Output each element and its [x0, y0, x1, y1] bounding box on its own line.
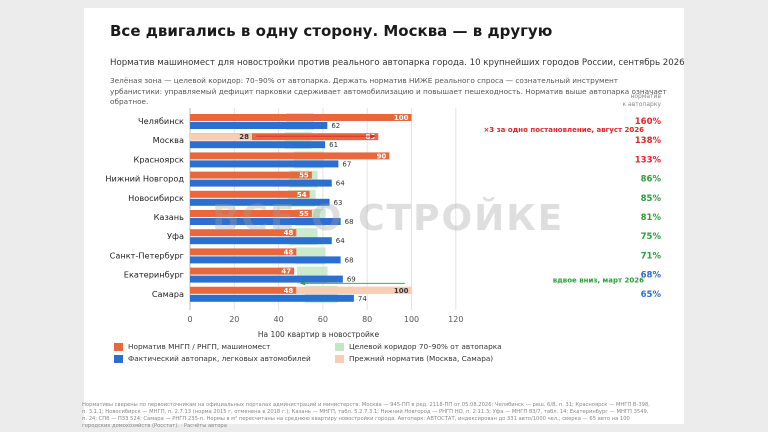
- moscow-arrow-head: [370, 134, 377, 139]
- ratio-label: 75%: [641, 232, 662, 242]
- norm-value-label: 54: [297, 191, 307, 199]
- x-tick-label: 40: [274, 315, 284, 324]
- norm-bar: [190, 152, 390, 160]
- ratio-label: 133%: [635, 155, 662, 165]
- norm-value-label: 55: [299, 172, 309, 180]
- legend-corridor: Целевой коридор 70–90% от автопарка: [335, 342, 502, 351]
- ratio-label: 138%: [635, 136, 662, 146]
- fleet-value-label: 63: [334, 199, 343, 207]
- norm-value-label: 85: [366, 133, 376, 141]
- fleet-value-label: 74: [358, 295, 367, 303]
- legend-norm: Норматив МНГП / РНГП, машиномест: [114, 342, 270, 351]
- norm-value-label: 48: [284, 229, 294, 237]
- category-label: Екатеринбург: [124, 270, 184, 280]
- chart-card: Все двигались в одну сторону. Москва — в…: [82, 8, 685, 429]
- old-norm-bar-overlay: [190, 133, 253, 141]
- category-label: Новосибирск: [128, 193, 184, 203]
- chart-title: Все двигались в одну сторону. Москва — в…: [110, 22, 553, 40]
- norm-bar: [190, 248, 297, 256]
- samara-annotation: вдвое вниз, март 2026: [553, 276, 644, 284]
- category-label: Челябинск: [138, 116, 184, 126]
- category-label: Санкт-Петербург: [110, 250, 184, 260]
- category-label: Москва: [153, 135, 184, 145]
- norm-value-label: 48: [284, 248, 294, 256]
- ratio-header-line1: норматив: [630, 93, 661, 100]
- footer-sources: Нормативы сверены по первоисточникам на …: [82, 402, 650, 429]
- fleet-bar: [190, 218, 341, 225]
- fleet-value-label: 64: [336, 180, 345, 188]
- legend-corridor-swatch: [335, 342, 344, 351]
- x-tick-label: 80: [362, 315, 372, 324]
- chart-subtitle: Норматив машиномест для новостройки прот…: [110, 58, 685, 68]
- x-tick-label: 120: [448, 315, 463, 324]
- fleet-bar: [190, 122, 328, 129]
- old-norm-bar-extension: [296, 286, 412, 294]
- category-label: Нижний Новгород: [105, 174, 184, 184]
- legend-old-norm: Прежний норматив (Москва, Самара): [335, 354, 493, 363]
- ratio-label: 160%: [635, 117, 662, 127]
- legend-fleet-swatch: [114, 354, 123, 363]
- norm-value-label: 90: [377, 152, 387, 160]
- fleet-bar: [190, 141, 326, 149]
- samara-arrow-head: [299, 281, 306, 286]
- watermark: ВСЕ О СТРОЙКЕ: [212, 198, 565, 239]
- fleet-bar: [190, 256, 341, 264]
- norm-bar: [190, 210, 312, 217]
- legend-norm-swatch: [114, 342, 123, 351]
- norm-bar: [190, 267, 295, 275]
- norm-bar: [190, 171, 312, 179]
- fleet-value-label: 64: [336, 237, 345, 245]
- fleet-bar: [190, 237, 332, 245]
- x-axis-label: На 100 квартир в новостройке: [258, 330, 380, 339]
- norm-value-label: 100: [394, 114, 409, 122]
- fleet-bar: [190, 160, 339, 168]
- moscow-annotation: ×3 за одно постановление, август 2026: [483, 126, 644, 134]
- norm-value-label: 55: [299, 210, 309, 218]
- fleet-bar: [190, 179, 332, 187]
- x-tick-label: 60: [318, 315, 328, 324]
- norm-value-label: 48: [284, 287, 294, 295]
- ratio-label: 65%: [641, 290, 662, 300]
- old-norm-value-label: 28: [239, 133, 249, 141]
- fleet-bar: [190, 198, 330, 206]
- norm-bar: [190, 133, 379, 141]
- legend-fleet-label: Фактический автопарк, легковых автомобил…: [128, 354, 311, 363]
- category-label: Казань: [154, 212, 185, 222]
- norm-bar: [190, 229, 297, 237]
- norm-value-label: 47: [281, 268, 291, 276]
- ratio-label: 86%: [641, 175, 662, 185]
- norm-bar: [190, 190, 310, 198]
- legend-fleet: Фактический автопарк, легковых автомобил…: [114, 354, 311, 363]
- x-tick-label: 0: [187, 315, 192, 324]
- ratio-label: 81%: [641, 213, 662, 223]
- fleet-value-label: 62: [331, 122, 340, 130]
- norm-bar: [190, 114, 412, 121]
- ratio-header-line2: к автопарку: [623, 101, 662, 108]
- category-label: Самара: [152, 289, 184, 299]
- old-norm-value-label: 100: [394, 287, 409, 295]
- category-label: Красноярск: [134, 154, 185, 164]
- fleet-value-label: 68: [345, 218, 354, 226]
- chart-description: Зелёная зона — целевой коридор: 70–90% о…: [110, 76, 667, 106]
- x-tick-label: 100: [404, 315, 419, 324]
- legend-norm-label: Норматив МНГП / РНГП, машиномест: [128, 342, 271, 351]
- x-tick-label: 20: [229, 315, 239, 324]
- ratio-label: 85%: [641, 194, 662, 204]
- fleet-value-label: 68: [345, 256, 354, 264]
- legend-old-norm-label: Прежний норматив (Москва, Самара): [349, 354, 494, 363]
- fleet-value-label: 67: [342, 160, 351, 168]
- fleet-bar: [190, 275, 343, 283]
- fleet-bar: [190, 294, 354, 302]
- fleet-value-label: 69: [347, 276, 356, 284]
- fleet-value-label: 61: [329, 141, 338, 149]
- legend-old-norm-swatch: [335, 354, 344, 363]
- legend-corridor-label: Целевой коридор 70–90% от автопарка: [349, 342, 502, 351]
- norm-bar: [190, 286, 297, 294]
- ratio-label: 68%: [641, 271, 662, 281]
- category-label: Уфа: [167, 231, 184, 241]
- ratio-label: 71%: [641, 251, 662, 261]
